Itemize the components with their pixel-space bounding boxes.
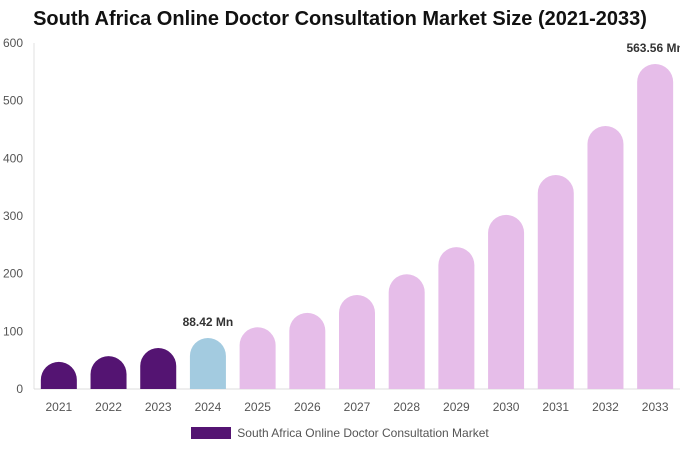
bar-2023 [140, 348, 177, 389]
x-tick-label: 2033 [642, 400, 669, 414]
x-tick-label: 2026 [294, 400, 321, 414]
legend: South Africa Online Doctor Consultation … [0, 426, 680, 440]
x-tick-label: 2025 [244, 400, 271, 414]
bar-2033 [637, 64, 674, 390]
bar-2031 [537, 175, 574, 389]
bar-2029 [438, 247, 475, 389]
y-tick-label: 600 [3, 36, 23, 50]
y-tick-label: 500 [3, 94, 23, 108]
x-tick-label: 2032 [592, 400, 619, 414]
y-tick-label: 300 [3, 209, 23, 223]
bar-2024 [189, 338, 226, 389]
bar-2032 [587, 126, 624, 390]
y-tick-label: 100 [3, 324, 23, 338]
x-tick-label: 2029 [443, 400, 470, 414]
y-tick-label: 400 [3, 151, 23, 165]
y-tick-label: 200 [3, 267, 23, 281]
x-tick-label: 2021 [45, 400, 72, 414]
legend-swatch [191, 427, 232, 439]
bar-2027 [339, 295, 375, 389]
x-tick-label: 2024 [195, 400, 222, 414]
x-tick-label: 2031 [542, 400, 569, 414]
bar-2025 [239, 327, 276, 389]
x-tick-label: 2022 [95, 400, 122, 414]
chart-title: South Africa Online Doctor Consultation … [33, 8, 647, 30]
x-tick-label: 2023 [145, 400, 172, 414]
x-tick-label: 2027 [344, 400, 371, 414]
bar-2022 [90, 356, 127, 389]
bar-2021 [40, 361, 77, 389]
x-tick-label: 2028 [393, 400, 420, 414]
x-tick-label: 2030 [493, 400, 520, 414]
data-label-2024: 88.42 Mn [183, 315, 234, 329]
data-label-2033: 563.56 Mn [626, 41, 680, 55]
bar-2030 [488, 214, 525, 389]
bar-2028 [388, 274, 425, 389]
y-tick-label: 0 [16, 382, 23, 396]
legend-label: South Africa Online Doctor Consultation … [237, 426, 489, 440]
bar-2026 [289, 312, 326, 389]
